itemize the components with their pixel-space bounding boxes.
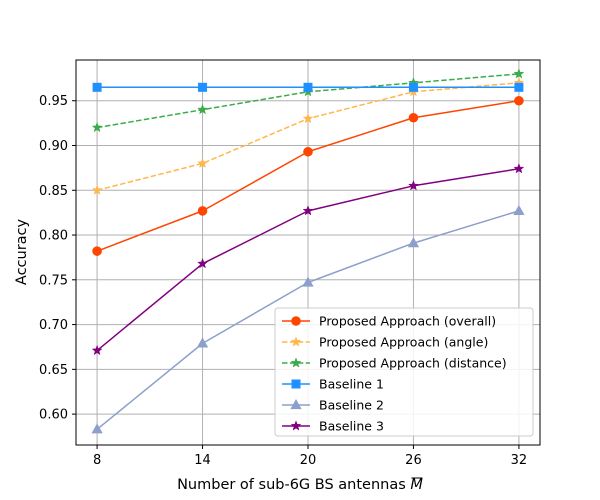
legend-label: Baseline 3: [319, 419, 384, 434]
data-point: [514, 82, 524, 92]
y-tick-label: 0.95: [39, 94, 68, 109]
legend-marker: [290, 336, 302, 347]
data-point: [407, 237, 420, 248]
x-axis-title-symbol: M: [410, 477, 423, 493]
data-point: [197, 257, 208, 269]
y-tick-label: 0.75: [39, 273, 68, 288]
legend-marker: [290, 420, 302, 431]
y-axis-title: Accuracy: [14, 218, 30, 285]
x-axis-title-text: Number of sub-6G BS antennas: [177, 477, 410, 493]
data-point: [197, 157, 208, 169]
data-point: [302, 205, 314, 216]
data-point: [408, 112, 419, 123]
data-point: [408, 180, 419, 191]
legend-item: Proposed Approach (angle): [282, 335, 488, 350]
data-point: [302, 112, 314, 124]
y-tick-label: 0.80: [39, 229, 68, 244]
data-point: [408, 82, 418, 92]
data-point: [92, 246, 102, 256]
x-tick-label: 26: [405, 453, 422, 468]
legend-marker: [290, 398, 302, 410]
legend-item: Baseline 1: [282, 377, 384, 392]
grid: [76, 60, 540, 445]
y-tick-label: 0.60: [39, 408, 68, 423]
x-tick-label: 32: [511, 453, 528, 468]
legend-label: Baseline 1: [319, 377, 384, 392]
series-proposed-approach-overall: [92, 95, 524, 256]
legend-item: Baseline 3: [282, 419, 384, 434]
data-point: [513, 68, 525, 79]
legend-label: Proposed Approach (distance): [319, 356, 507, 371]
data-point: [91, 423, 103, 434]
x-tick-label: 14: [194, 453, 211, 468]
legend: Proposed Approach (overall) Proposed Appr…: [274, 307, 534, 437]
data-point: [196, 337, 209, 348]
legend-marker: [291, 379, 301, 389]
x-axis-title: Number of sub-6G BS antennas M: [177, 477, 423, 493]
x-tick-label: 20: [300, 453, 317, 468]
axis-ticks: 8 14 20 26 32 0.60 0.65 0.70 0.75 0.80 0.85 0.90 0.9…: [39, 94, 527, 468]
legend-marker: [290, 357, 302, 368]
legend-marker: [291, 316, 301, 326]
x-tick-label: 8: [93, 453, 101, 468]
legend-label: Baseline 2: [319, 398, 384, 413]
data-point: [513, 204, 525, 215]
legend-label: Proposed Approach (angle): [319, 335, 488, 350]
series-baseline-3: [91, 163, 525, 356]
data-point: [197, 103, 208, 115]
series-layer: [91, 68, 525, 434]
legend-item: Proposed Approach (overall): [282, 314, 496, 329]
axis-titles: Number of sub-6G BS antennas M Accuracy: [14, 218, 423, 493]
data-point: [91, 121, 103, 133]
series-baseline-1: [92, 82, 524, 92]
data-point: [198, 82, 208, 92]
data-point: [514, 95, 524, 106]
legend-label: Proposed Approach (overall): [319, 314, 496, 329]
legend-box: [274, 307, 534, 437]
data-point: [91, 184, 103, 195]
data-point: [92, 82, 102, 92]
legend-item: Proposed Approach (distance): [282, 356, 507, 371]
data-point: [197, 206, 208, 216]
legend-item: Baseline 2: [282, 398, 384, 413]
y-tick-label: 0.65: [39, 363, 68, 378]
y-tick-label: 0.70: [39, 318, 68, 333]
series-baseline-2: [91, 204, 525, 434]
data-point: [303, 146, 313, 157]
y-tick-label: 0.90: [39, 139, 68, 154]
y-tick-label: 0.85: [39, 184, 68, 199]
data-point: [513, 163, 525, 174]
data-point: [303, 82, 313, 92]
data-point: [302, 276, 314, 287]
data-point: [91, 344, 103, 356]
